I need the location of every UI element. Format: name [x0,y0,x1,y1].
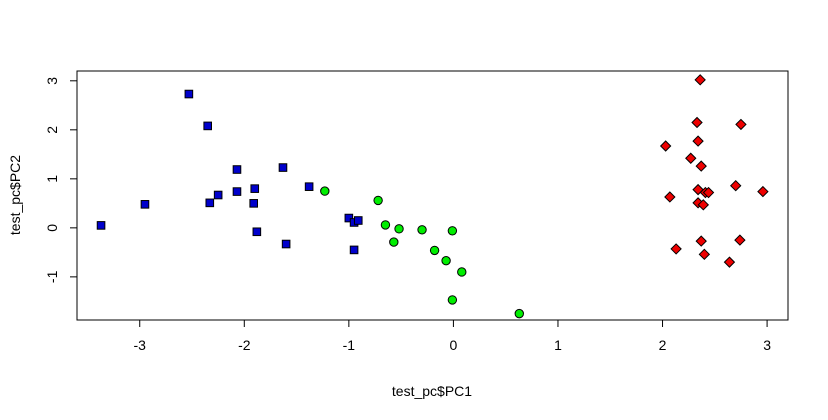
data-point-diamond [697,199,710,211]
data-point-square [205,198,215,208]
y-tick-label: -1 [44,270,60,283]
data-point-circle [373,195,383,206]
x-axis: -3 -2 -1 0 1 2 3 [134,319,771,353]
data-point-diamond [735,118,747,131]
data-point-square [304,182,314,191]
data-point-square [349,245,359,255]
data-point-circle [394,224,404,234]
data-point-circle [417,225,427,235]
data-point-circle [429,245,440,256]
data-point-diamond [694,74,706,86]
data-point-square [250,184,260,193]
data-point-circle [389,237,399,247]
data-point-diamond [723,256,736,268]
data-point-square [96,221,106,230]
data-point-diamond [664,191,676,203]
data-point-square [213,190,223,200]
data-point-circle [514,308,524,319]
data-point-diamond [757,185,769,198]
y-axis-label: test_pc$PC2 [7,155,23,235]
data-point-circle [320,186,330,196]
x-axis-label: test_pc$PC1 [392,383,472,399]
x-tick-label: -2 [238,337,251,353]
data-point-diamond [695,160,707,172]
data-point-diamond [734,234,746,246]
y-tick-label: 0 [44,224,60,232]
data-point-diamond [692,135,704,147]
data-point-square [184,89,194,99]
data-point-square [203,121,212,131]
data-point-diamond [730,179,742,192]
data-point-square [232,187,242,196]
x-tick-label: -3 [134,337,147,353]
data-point-circle [447,295,458,305]
data-point-diamond [698,248,711,261]
data-point-square [353,216,363,225]
data-point-square [281,239,291,249]
data-point-diamond [659,140,672,152]
data-points [96,74,769,319]
x-tick-label: 0 [450,337,458,353]
data-point-square [278,163,288,172]
x-tick-label: -1 [343,337,356,353]
data-point-square [249,199,259,208]
data-point-square [344,213,354,223]
y-tick-label: 2 [44,126,60,134]
data-point-square [252,227,262,237]
data-point-diamond [670,243,682,255]
x-tick-label: 3 [763,337,771,353]
data-point-circle [441,255,451,266]
y-tick-label: 1 [44,175,60,183]
data-point-circle [380,220,391,230]
data-point-square [232,165,242,174]
x-tick-label: 2 [659,337,667,353]
x-tick-label: 1 [554,337,562,353]
data-point-circle [447,226,458,236]
y-tick-label: 3 [44,77,60,85]
data-point-diamond [695,235,707,247]
data-point-diamond [702,186,715,199]
data-point-diamond [685,152,697,164]
plot-frame [76,70,789,321]
data-point-diamond [691,116,703,129]
data-point-circle [457,267,467,277]
data-point-square [140,200,150,209]
y-axis: -1 0 1 2 3 [44,77,78,283]
